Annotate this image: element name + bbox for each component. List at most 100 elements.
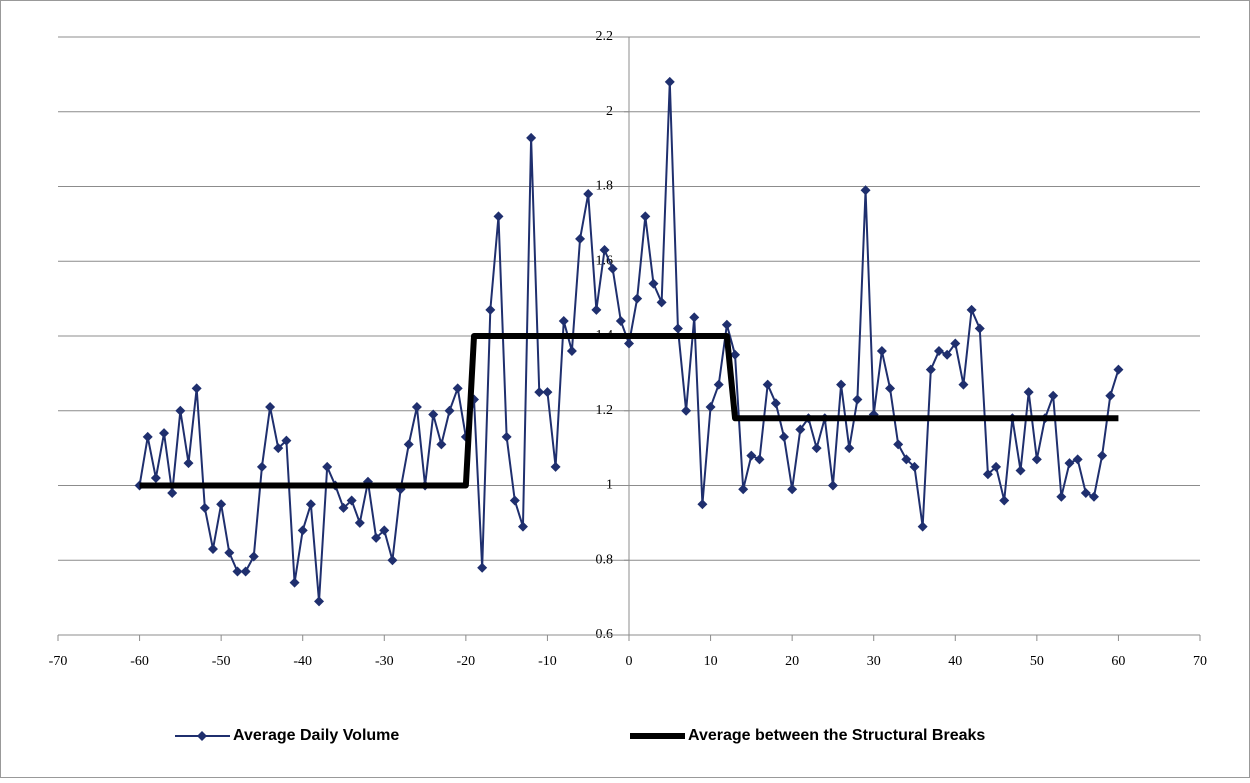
x-tick-label: -70 xyxy=(49,654,68,669)
data-point xyxy=(346,495,357,506)
data-point xyxy=(142,431,153,442)
data-point xyxy=(444,405,455,416)
data-point xyxy=(477,562,488,573)
data-point xyxy=(175,405,186,416)
data-point xyxy=(770,398,781,409)
data-point xyxy=(827,480,838,491)
data-point xyxy=(615,316,626,327)
data-point xyxy=(811,443,822,454)
data-point xyxy=(705,402,716,413)
data-point xyxy=(860,185,871,196)
x-tick-label: 30 xyxy=(867,654,881,669)
data-point xyxy=(746,450,757,461)
data-point xyxy=(314,596,325,607)
data-point xyxy=(640,211,651,222)
data-point xyxy=(1097,450,1108,461)
data-point xyxy=(493,211,504,222)
data-point xyxy=(207,544,218,555)
data-point xyxy=(672,323,683,334)
data-point xyxy=(950,338,961,349)
data-point xyxy=(836,379,847,390)
data-point xyxy=(1023,387,1034,398)
data-point xyxy=(787,484,798,495)
data-point xyxy=(738,484,749,495)
data-point xyxy=(183,458,194,469)
data-point xyxy=(558,316,569,327)
data-point xyxy=(664,76,675,87)
data-point xyxy=(632,293,643,304)
data-point xyxy=(624,338,634,349)
data-point xyxy=(240,566,251,577)
data-point xyxy=(452,383,463,394)
x-tick-label: -20 xyxy=(457,654,476,669)
data-point xyxy=(305,499,316,510)
data-point xyxy=(852,394,863,405)
data-point xyxy=(566,345,577,356)
data-point xyxy=(428,409,439,420)
data-point xyxy=(322,461,333,472)
x-tick-label: 50 xyxy=(1030,654,1044,669)
data-point xyxy=(1105,390,1116,401)
x-tick-label: 10 xyxy=(704,654,718,669)
data-point xyxy=(224,547,235,558)
series-line xyxy=(139,333,1119,489)
data-point xyxy=(436,439,447,450)
data-point xyxy=(754,454,765,465)
data-point xyxy=(485,304,496,315)
data-point xyxy=(607,263,618,274)
data-point xyxy=(648,278,659,289)
data-point xyxy=(999,495,1010,506)
data-point xyxy=(232,566,243,577)
data-point xyxy=(795,424,806,435)
legend-label: Average between the Structural Breaks xyxy=(688,727,985,744)
data-point xyxy=(248,551,259,562)
data-point xyxy=(730,349,741,360)
data-point xyxy=(191,383,202,394)
data-point xyxy=(354,517,365,528)
data-point xyxy=(289,577,300,588)
data-point xyxy=(1056,491,1067,502)
data-point xyxy=(371,532,382,543)
data-point xyxy=(1064,458,1075,469)
data-point xyxy=(387,555,398,566)
x-tick-label: -30 xyxy=(375,654,394,669)
data-point xyxy=(575,233,586,244)
data-point xyxy=(599,245,610,256)
data-point xyxy=(297,525,308,536)
data-point xyxy=(526,132,537,143)
data-point xyxy=(713,379,724,390)
data-point xyxy=(991,461,1002,472)
data-point xyxy=(1015,465,1026,476)
x-tick-label: -10 xyxy=(538,654,557,669)
data-point xyxy=(885,383,896,394)
data-point xyxy=(942,349,953,360)
data-point xyxy=(167,487,178,498)
data-point xyxy=(379,525,390,536)
data-point xyxy=(681,405,692,416)
x-tick-label: 0 xyxy=(626,654,633,669)
data-point xyxy=(1088,491,1099,502)
data-point xyxy=(550,461,561,472)
data-point xyxy=(844,443,855,454)
data-point xyxy=(893,439,904,450)
data-point xyxy=(876,345,887,356)
data-point xyxy=(159,428,170,439)
data-point xyxy=(273,443,284,454)
data-point xyxy=(1080,487,1091,498)
data-point xyxy=(1031,454,1042,465)
data-point xyxy=(689,312,700,323)
data-point xyxy=(982,469,993,480)
data-point xyxy=(958,379,969,390)
data-point xyxy=(656,297,667,308)
x-tick-label: 60 xyxy=(1111,654,1125,669)
data-point xyxy=(1113,364,1124,375)
data-point xyxy=(411,402,422,413)
data-point xyxy=(925,364,936,375)
data-point xyxy=(534,387,545,398)
x-tick-label: -40 xyxy=(293,654,312,669)
x-tick-label: -50 xyxy=(212,654,231,669)
data-point xyxy=(509,495,520,506)
data-point xyxy=(1048,390,1059,401)
data-point xyxy=(501,431,512,442)
